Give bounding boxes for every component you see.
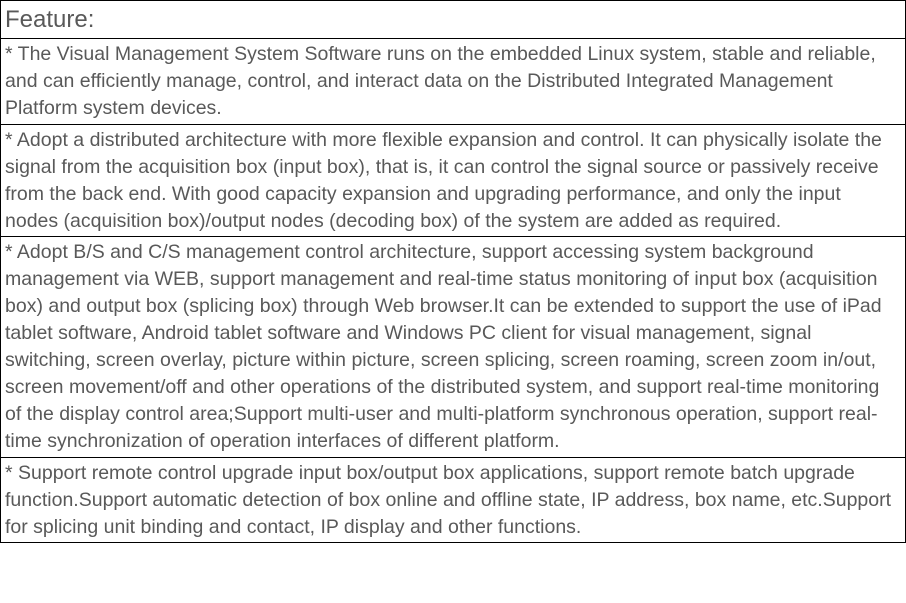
table-row: * Adopt B/S and C/S management control a… xyxy=(1,237,906,457)
table-row: * Adopt a distributed architecture with … xyxy=(1,124,906,237)
feature-table: Feature: * The Visual Management System … xyxy=(0,0,906,543)
table-row: * Support remote control upgrade input b… xyxy=(1,457,906,543)
table-row: * The Visual Management System Software … xyxy=(1,39,906,125)
table-header: Feature: xyxy=(1,1,906,39)
